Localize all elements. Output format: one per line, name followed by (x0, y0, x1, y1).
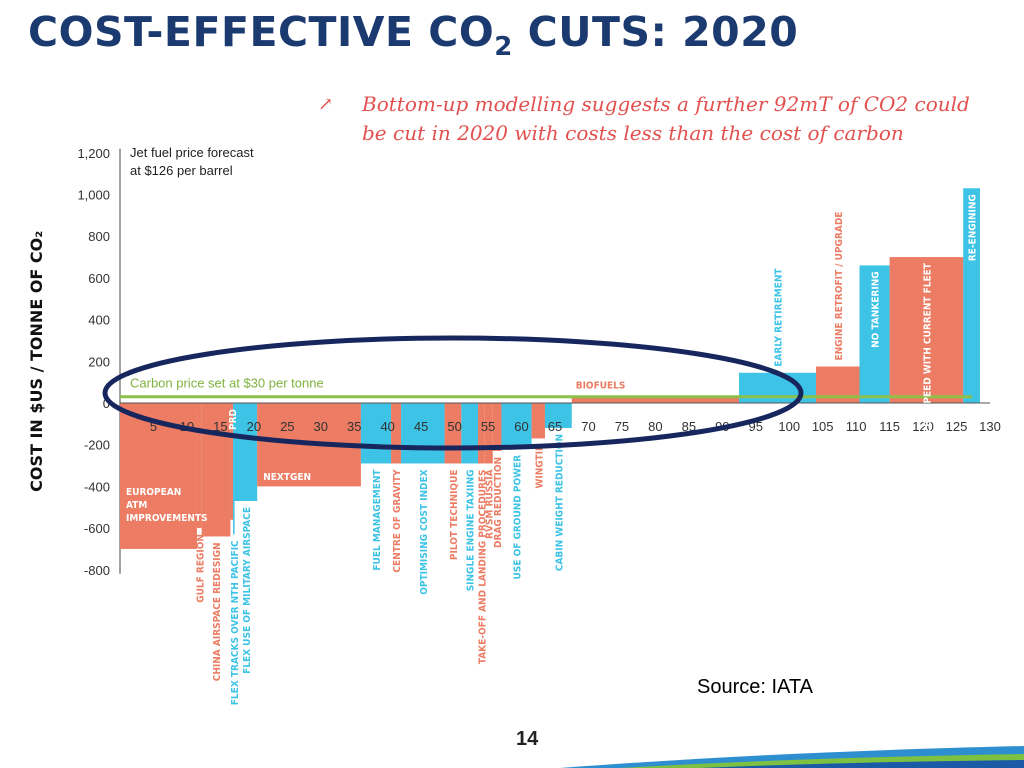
x-tick-label: 50 (447, 419, 461, 434)
bar-label: WINGTIP (534, 444, 545, 488)
x-tick-label: 45 (414, 419, 428, 434)
page-number: 14 (516, 728, 539, 750)
footer-wave (560, 746, 1024, 768)
bar (859, 265, 890, 403)
callout: ↗ Bottom-up modelling suggests a further… (318, 90, 978, 148)
bar (531, 403, 545, 439)
y-tick-label: 1,200 (77, 146, 110, 161)
x-tick-label: 125 (946, 419, 968, 434)
bar-label: SINGLE ENGINE TAXIING (466, 469, 477, 591)
y-tick-label: -600 (84, 521, 110, 536)
bar-label: TAKE-OFF AND LANDING PROCEDURES (477, 469, 488, 664)
bar-label: NO TANKERING (871, 271, 882, 347)
y-tick-label: 800 (88, 229, 110, 244)
bar-label: CHINA AIRSPACE REDESIGN (212, 542, 223, 681)
bar-label: FLEX TRACKS OVER NTH PACIFIC (230, 540, 241, 705)
bar (963, 188, 980, 403)
x-tick-label: 35 (347, 419, 361, 434)
x-tick-label: 75 (615, 419, 629, 434)
bar-label: DRAG REDUCTION (493, 457, 504, 548)
highlight-ellipse (102, 335, 804, 451)
x-tick-label: 105 (812, 419, 834, 434)
y-tick-label: -200 (84, 438, 110, 453)
jet-fuel-note: Jet fuel price forecast (130, 145, 254, 160)
bar (196, 403, 202, 529)
bar-label: EUROPEAN (126, 487, 181, 498)
x-tick-label: 55 (481, 419, 495, 434)
bar (360, 403, 392, 464)
x-tick-label: 15 (213, 419, 227, 434)
bar-label: ENGINE RETROFIT / UPGRADE (834, 212, 845, 361)
x-tick-label: 40 (380, 419, 394, 434)
y-tick-label: 600 (88, 271, 110, 286)
bar (544, 403, 572, 429)
x-tick-label: 5 (150, 419, 157, 434)
x-tick-label: 85 (682, 419, 696, 434)
slide-title: COST-EFFECTIVE CO2 CUTS: 2020 (28, 8, 799, 63)
bar-label: PILOT TECHNIQUE (449, 469, 460, 560)
bar (201, 403, 231, 537)
bar (484, 403, 493, 464)
x-tick-label: 100 (778, 419, 800, 434)
bar (230, 403, 234, 520)
x-tick-label: 30 (314, 419, 328, 434)
bar-label: OPTIMISING COST INDEX (419, 469, 430, 594)
y-tick-label: -400 (84, 479, 110, 494)
y-tick-label: -800 (84, 563, 110, 578)
x-tick-label: 20 (247, 419, 261, 434)
bar-label: RVSM RUSSIA (485, 469, 496, 539)
x-tick-label: 60 (514, 419, 528, 434)
bar-label: GULF REGION (195, 534, 206, 603)
bar (501, 403, 532, 449)
jet-fuel-note-line2: at $126 per barrel (130, 163, 233, 178)
bar-label: CENTRE OF GRAVITY (392, 469, 403, 573)
bar (889, 257, 964, 403)
x-tick-label: 115 (879, 419, 900, 434)
bar-label: USE OF GROUND POWER (513, 455, 524, 580)
y-tick-label: 200 (88, 354, 110, 369)
arrow-icon: ↗ (318, 94, 334, 115)
bar (391, 403, 402, 464)
bar (234, 403, 258, 501)
bar (492, 403, 502, 451)
mac-chart: COST IN $US / TONNE OF CO₂ -800 -600 -400 -2… (27, 145, 1001, 705)
x-tick-label: 70 (581, 419, 595, 434)
bar-label: REDUCED SPEED WITH CURRENT FLEET (922, 262, 933, 461)
y-tick-label: 0 (103, 396, 110, 411)
bar (478, 403, 485, 464)
bar-label: EARLY RETIREMENT (774, 268, 785, 367)
bar-label: ATM (126, 500, 147, 511)
x-tick-label: 130 (979, 419, 1001, 434)
y-axis-label: COST IN $US / TONNE OF CO₂ (27, 231, 46, 492)
bar-label: NEXTGEN (263, 472, 311, 483)
bar (233, 403, 235, 535)
x-tick-label: 65 (548, 419, 562, 434)
carbon-price-label: Carbon price set at $30 per tonne (130, 376, 324, 391)
x-tick-label: 120 (912, 419, 934, 434)
callout-text: Bottom-up modelling suggests a further 9… (362, 92, 970, 145)
y-tick-label: 1,000 (77, 188, 110, 203)
x-tick-label: 25 (280, 419, 294, 434)
bar (401, 403, 445, 464)
bar-label: IMPROVEMENTS (126, 513, 208, 524)
bar (571, 396, 740, 403)
bar-label: RE-ENGINING (968, 194, 979, 261)
bar (461, 403, 479, 464)
bar (739, 372, 816, 403)
x-tick-label: 80 (648, 419, 662, 434)
y-tick-label: 400 (88, 313, 110, 328)
x-tick-label: 110 (846, 419, 867, 434)
source-label: Source: IATA (697, 676, 813, 698)
bar-label: PRD (228, 409, 239, 430)
bar-label: FLEX USE OF MILITARY AIRSPACE (242, 507, 253, 674)
bar-label: FUEL MANAGEMENT (372, 469, 383, 571)
bar-label: BIOFUELS (576, 381, 626, 392)
bar-label: CABIN WEIGHT REDUCTION (554, 434, 565, 571)
